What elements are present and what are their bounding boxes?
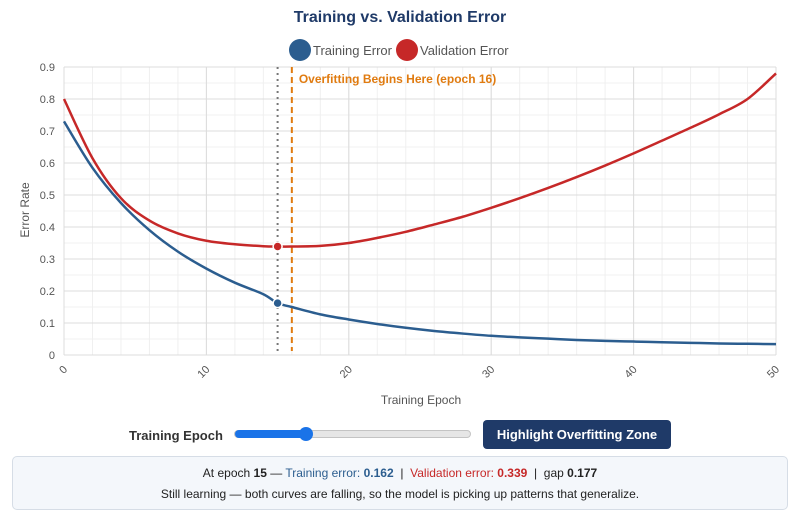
dash: — (270, 466, 283, 480)
chart-legend: Training Error Validation Error (289, 39, 509, 61)
y-tick-label: 0.1 (40, 318, 55, 330)
y-tick-label: 0.5 (40, 190, 55, 202)
training-current-point (272, 297, 283, 309)
validation-error-value: 0.339 (497, 466, 528, 480)
training-error-line (62, 120, 777, 346)
training-error-label: Training error: (285, 466, 361, 480)
y-tick-label: 0.7 (40, 126, 55, 138)
highlight-overfitting-button[interactable]: Highlight Overfitting Zone (483, 420, 671, 449)
epoch-slider-thumb[interactable] (298, 427, 313, 441)
chart-title: Training vs. Validation Error (294, 9, 507, 26)
legend-label-validation: Validation Error (420, 43, 509, 58)
y-tick-label: 0.2 (40, 286, 55, 298)
overfitting-annotation: Overfitting Begins Here (epoch 16) (299, 72, 496, 86)
epoch-slider-label: Training Epoch (129, 428, 223, 443)
major-grid (63, 66, 777, 356)
controls-bar: Training Epoch Highlight Overfitting Zon… (0, 420, 800, 450)
y-tick-label: 0.8 (40, 94, 55, 106)
x-axis-ticks: 0 10 20 30 40 50 (57, 364, 782, 381)
x-tick-label: 30 (480, 364, 497, 381)
x-tick-label: 10 (195, 364, 212, 381)
legend-label-training: Training Error (313, 43, 393, 58)
x-tick-label: 20 (338, 364, 355, 381)
validation-current-point (272, 241, 283, 252)
y-tick-label: 0.9 (40, 62, 55, 74)
status-panel: At epoch 15 — Training error: 0.162 | Va… (12, 456, 788, 510)
y-tick-label: 0.6 (40, 158, 55, 170)
series-lines (62, 72, 777, 346)
status-metrics: At epoch 15 — Training error: 0.162 | Va… (13, 466, 787, 480)
x-tick-label: 50 (765, 364, 782, 381)
validation-error-label: Validation error: (410, 466, 494, 480)
minor-grid (63, 66, 777, 356)
y-tick-label: 0.3 (40, 254, 55, 266)
gap-label: gap (543, 466, 564, 480)
epoch-slider[interactable] (234, 427, 471, 441)
y-axis-label: Error Rate (18, 182, 32, 238)
x-axis-label: Training Epoch (381, 393, 461, 407)
x-tick-label: 0 (57, 364, 70, 377)
y-tick-label: 0 (49, 350, 55, 362)
x-tick-label: 40 (623, 364, 640, 381)
separator-1: | (400, 466, 404, 480)
separator-2: | (533, 466, 538, 480)
epoch-value: 15 (253, 466, 267, 480)
y-axis-ticks: 0 0.1 0.2 0.3 0.4 0.5 0.6 0.7 0.8 0.9 (40, 62, 55, 362)
status-message: Still learning — both curves are falling… (160, 487, 640, 501)
training-error-value: 0.162 (363, 466, 394, 480)
legend-marker-validation (396, 39, 418, 61)
epoch-prefix: At epoch (202, 466, 251, 480)
y-tick-label: 0.4 (40, 222, 55, 234)
gap-value: 0.177 (567, 466, 598, 480)
epoch-slider-fill (235, 430, 306, 438)
error-chart: Training vs. Validation Error Training E… (18, 9, 782, 407)
validation-error-line (62, 72, 777, 248)
annotations: Overfitting Begins Here (epoch 16) (276, 67, 496, 351)
legend-marker-training (289, 39, 311, 61)
epoch-markers (272, 241, 283, 309)
